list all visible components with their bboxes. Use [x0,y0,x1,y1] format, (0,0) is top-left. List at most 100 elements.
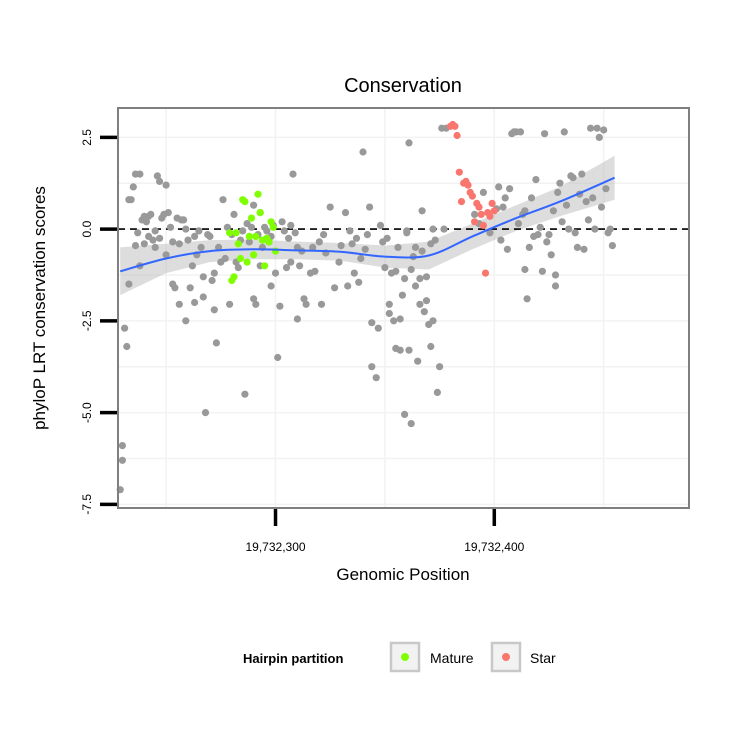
data-point-other [267,282,275,290]
data-point-other [580,245,588,253]
data-point-other [337,242,345,250]
smooth-trend-line [119,176,616,273]
data-point-other [383,234,391,242]
data-point-other [392,267,400,275]
data-point-other [589,194,597,202]
data-point-other [429,225,437,233]
data-point-other [271,269,280,277]
data-point-other [368,363,376,371]
data-point-star [464,181,472,189]
data-point-other [300,295,308,303]
data-point-other [188,262,196,270]
data-point-other [199,273,207,281]
data-point-other [436,363,444,371]
data-point-other [346,227,354,235]
data-point-other [175,240,183,248]
data-point-other [501,194,509,202]
data-point-mature [241,198,249,206]
data-point-other [162,251,170,259]
data-point-other [151,243,159,251]
data-point-other [411,282,420,290]
data-point-other [372,374,380,382]
data-point-mature [269,223,277,231]
data-point-other [551,271,560,279]
data-point-other [230,210,238,218]
data-point-other [394,243,402,251]
data-point-other [545,231,553,239]
data-point-other [201,409,210,417]
data-point-other [361,245,369,253]
data-point-other [245,238,253,246]
data-point-other [166,223,175,231]
data-point-other [403,227,411,235]
data-point-other [221,254,229,263]
data-point-other [543,238,551,246]
data-point-other [407,265,415,274]
data-point-other [595,133,603,141]
x-tick-label: 19,732,400 [464,540,524,554]
legend: Hairpin partition Mature Star [243,641,556,673]
data-point-other [401,275,409,283]
data-point-other [184,236,192,244]
data-point-other [600,126,608,134]
data-point-other [199,293,207,301]
data-point-other [554,188,562,196]
data-point-other [573,243,582,251]
data-point-other [208,276,216,285]
data-point-other [191,298,199,307]
data-point-other [359,148,367,156]
x-axis-title: Genomic Position [336,565,469,584]
data-point-other [532,176,540,184]
data-point-other [125,280,133,288]
data-point-other [153,172,161,180]
data-point-other [250,201,258,209]
data-point-other [274,353,282,362]
data-point-other [289,170,297,178]
data-point-other [495,183,503,191]
y-tick-label: -2.5 [80,310,94,331]
data-point-other [285,234,293,242]
data-point-mature [271,247,280,255]
data-point-other [385,300,393,308]
data-point-star [477,210,485,218]
data-point-other [422,297,431,305]
data-point-star [455,168,463,176]
data-point-other [396,346,404,354]
data-point-other [223,223,231,231]
data-point-other [169,238,177,246]
data-point-star [475,203,483,211]
data-point-other [534,231,542,239]
data-point-other [527,194,536,202]
data-point-other [499,203,507,211]
data-point-star [457,198,466,206]
data-point-other [587,124,595,132]
data-point-other [582,198,590,206]
data-point-other [405,346,413,354]
data-point-other [291,229,299,237]
data-point-other [418,207,426,215]
data-point-other [471,210,479,218]
data-point-other [118,456,126,464]
data-point-other [302,300,310,308]
data-point-other [569,174,577,182]
legend-label-star: Star [530,650,556,666]
data-point-other [547,251,555,259]
data-point-other [278,218,286,226]
data-point-other [206,232,214,240]
data-point-other [293,315,301,323]
data-point-other [538,267,547,275]
legend-entry-mature: Mature [389,641,474,673]
legend-swatch-mature [401,653,409,661]
data-point-other [149,236,157,244]
data-point-other [280,227,288,235]
x-axis: 19,732,300 19,732,400 [245,509,525,554]
data-point-mature [252,232,260,240]
data-point-other [276,302,284,310]
data-point-star [488,199,496,207]
data-point-other [363,231,371,239]
data-point-other [578,170,586,178]
y-tick-label: 2.5 [80,129,94,146]
data-point-mature [226,229,234,237]
data-point-other [241,390,249,398]
data-point-other [427,342,435,351]
